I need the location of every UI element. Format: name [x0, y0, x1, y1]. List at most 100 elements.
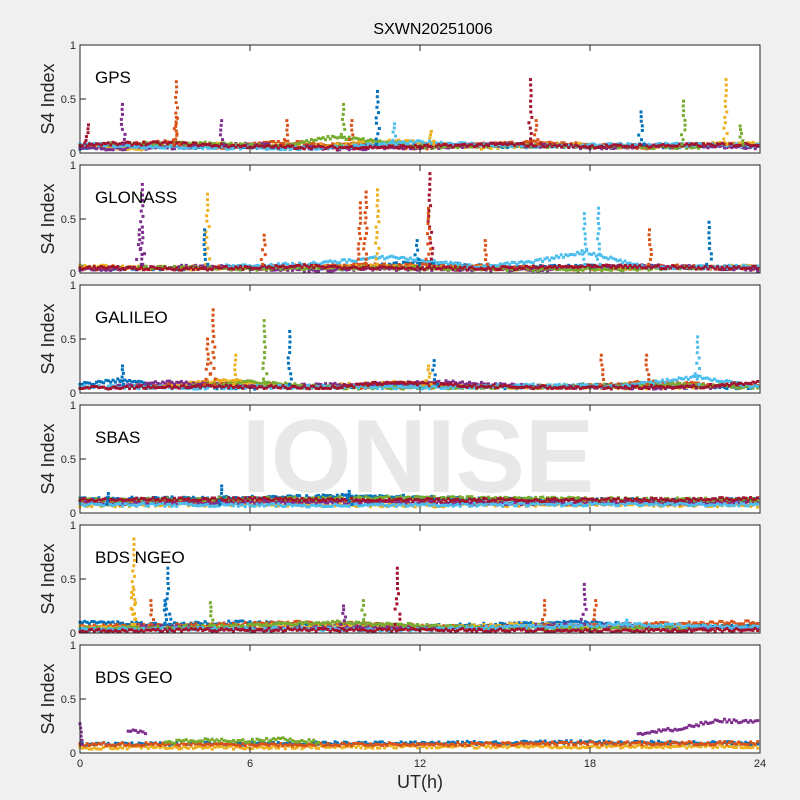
data-point	[161, 144, 165, 148]
data-point	[652, 265, 656, 269]
data-point	[640, 264, 644, 268]
data-point	[187, 267, 191, 271]
data-point	[633, 143, 637, 147]
data-point	[97, 144, 101, 148]
data-point	[640, 143, 644, 147]
data-point	[333, 383, 337, 387]
data-point	[281, 267, 285, 271]
data-point	[298, 263, 302, 267]
data-point	[568, 252, 572, 256]
data-point	[371, 144, 375, 148]
data-point	[529, 83, 533, 87]
data-point	[510, 142, 514, 146]
data-point	[130, 145, 134, 149]
data-point	[194, 144, 198, 148]
data-point	[359, 237, 363, 241]
data-point	[357, 143, 361, 147]
data-point	[534, 128, 538, 132]
data-point	[302, 144, 306, 148]
data-point	[619, 263, 623, 267]
data-point	[302, 268, 306, 272]
data-point	[675, 147, 679, 151]
data-point	[401, 142, 405, 146]
data-point	[393, 122, 396, 126]
data-point	[359, 267, 363, 271]
axes-background	[80, 285, 760, 393]
data-point	[255, 143, 259, 147]
data-point	[257, 141, 261, 145]
data-point	[295, 142, 299, 146]
data-point	[208, 381, 212, 385]
data-point	[135, 147, 139, 151]
data-point	[184, 266, 188, 270]
data-point	[470, 143, 474, 147]
data-point	[569, 265, 573, 269]
data-point	[113, 141, 117, 145]
data-point	[429, 204, 433, 208]
data-point	[727, 267, 731, 271]
data-point	[104, 263, 108, 267]
data-point	[553, 267, 557, 271]
data-point	[174, 80, 178, 84]
data-point	[229, 268, 233, 272]
data-point	[541, 267, 545, 271]
data-point	[605, 263, 609, 267]
data-point	[92, 143, 96, 147]
data-point	[597, 145, 601, 149]
data-point	[345, 145, 349, 149]
data-point	[746, 144, 750, 148]
data-point	[90, 382, 94, 386]
data-point	[581, 145, 585, 149]
data-point	[241, 267, 245, 271]
data-point	[177, 146, 181, 150]
data-point	[734, 145, 738, 149]
data-point	[347, 135, 351, 139]
data-point	[512, 143, 516, 147]
data-point	[281, 264, 285, 268]
data-point	[732, 265, 736, 269]
data-point	[321, 260, 325, 264]
data-point	[475, 267, 479, 271]
data-point	[260, 267, 264, 271]
data-point	[113, 265, 117, 269]
data-point	[141, 198, 145, 202]
data-point	[432, 265, 436, 269]
data-point	[600, 144, 604, 148]
data-point	[616, 267, 620, 271]
data-point	[746, 141, 750, 145]
data-point	[522, 145, 526, 149]
data-point	[428, 177, 432, 181]
data-point	[354, 143, 358, 147]
data-point	[482, 146, 486, 150]
data-point	[215, 267, 219, 271]
data-point	[420, 267, 424, 271]
data-point	[699, 267, 703, 271]
data-point	[749, 142, 753, 146]
data-point	[319, 265, 323, 269]
data-point	[647, 142, 651, 146]
data-point	[140, 252, 144, 256]
data-point	[380, 142, 384, 146]
data-point	[203, 228, 207, 232]
data-point	[640, 145, 644, 149]
data-point	[316, 264, 320, 268]
data-point	[139, 143, 143, 147]
data-point	[718, 265, 722, 269]
data-point	[352, 267, 356, 271]
data-point	[104, 268, 108, 272]
data-point	[342, 107, 346, 111]
data-point	[118, 267, 122, 271]
data-point	[426, 232, 430, 236]
chart-title: SXWN20251006	[373, 21, 492, 38]
data-point	[599, 253, 603, 257]
data-point	[95, 380, 99, 384]
data-point	[106, 379, 110, 383]
data-point	[203, 248, 207, 252]
data-point	[535, 123, 539, 127]
data-point	[588, 145, 592, 149]
data-point	[375, 230, 379, 234]
data-point	[272, 266, 276, 270]
data-point	[305, 142, 309, 146]
data-point	[187, 265, 191, 269]
data-point	[399, 146, 403, 150]
